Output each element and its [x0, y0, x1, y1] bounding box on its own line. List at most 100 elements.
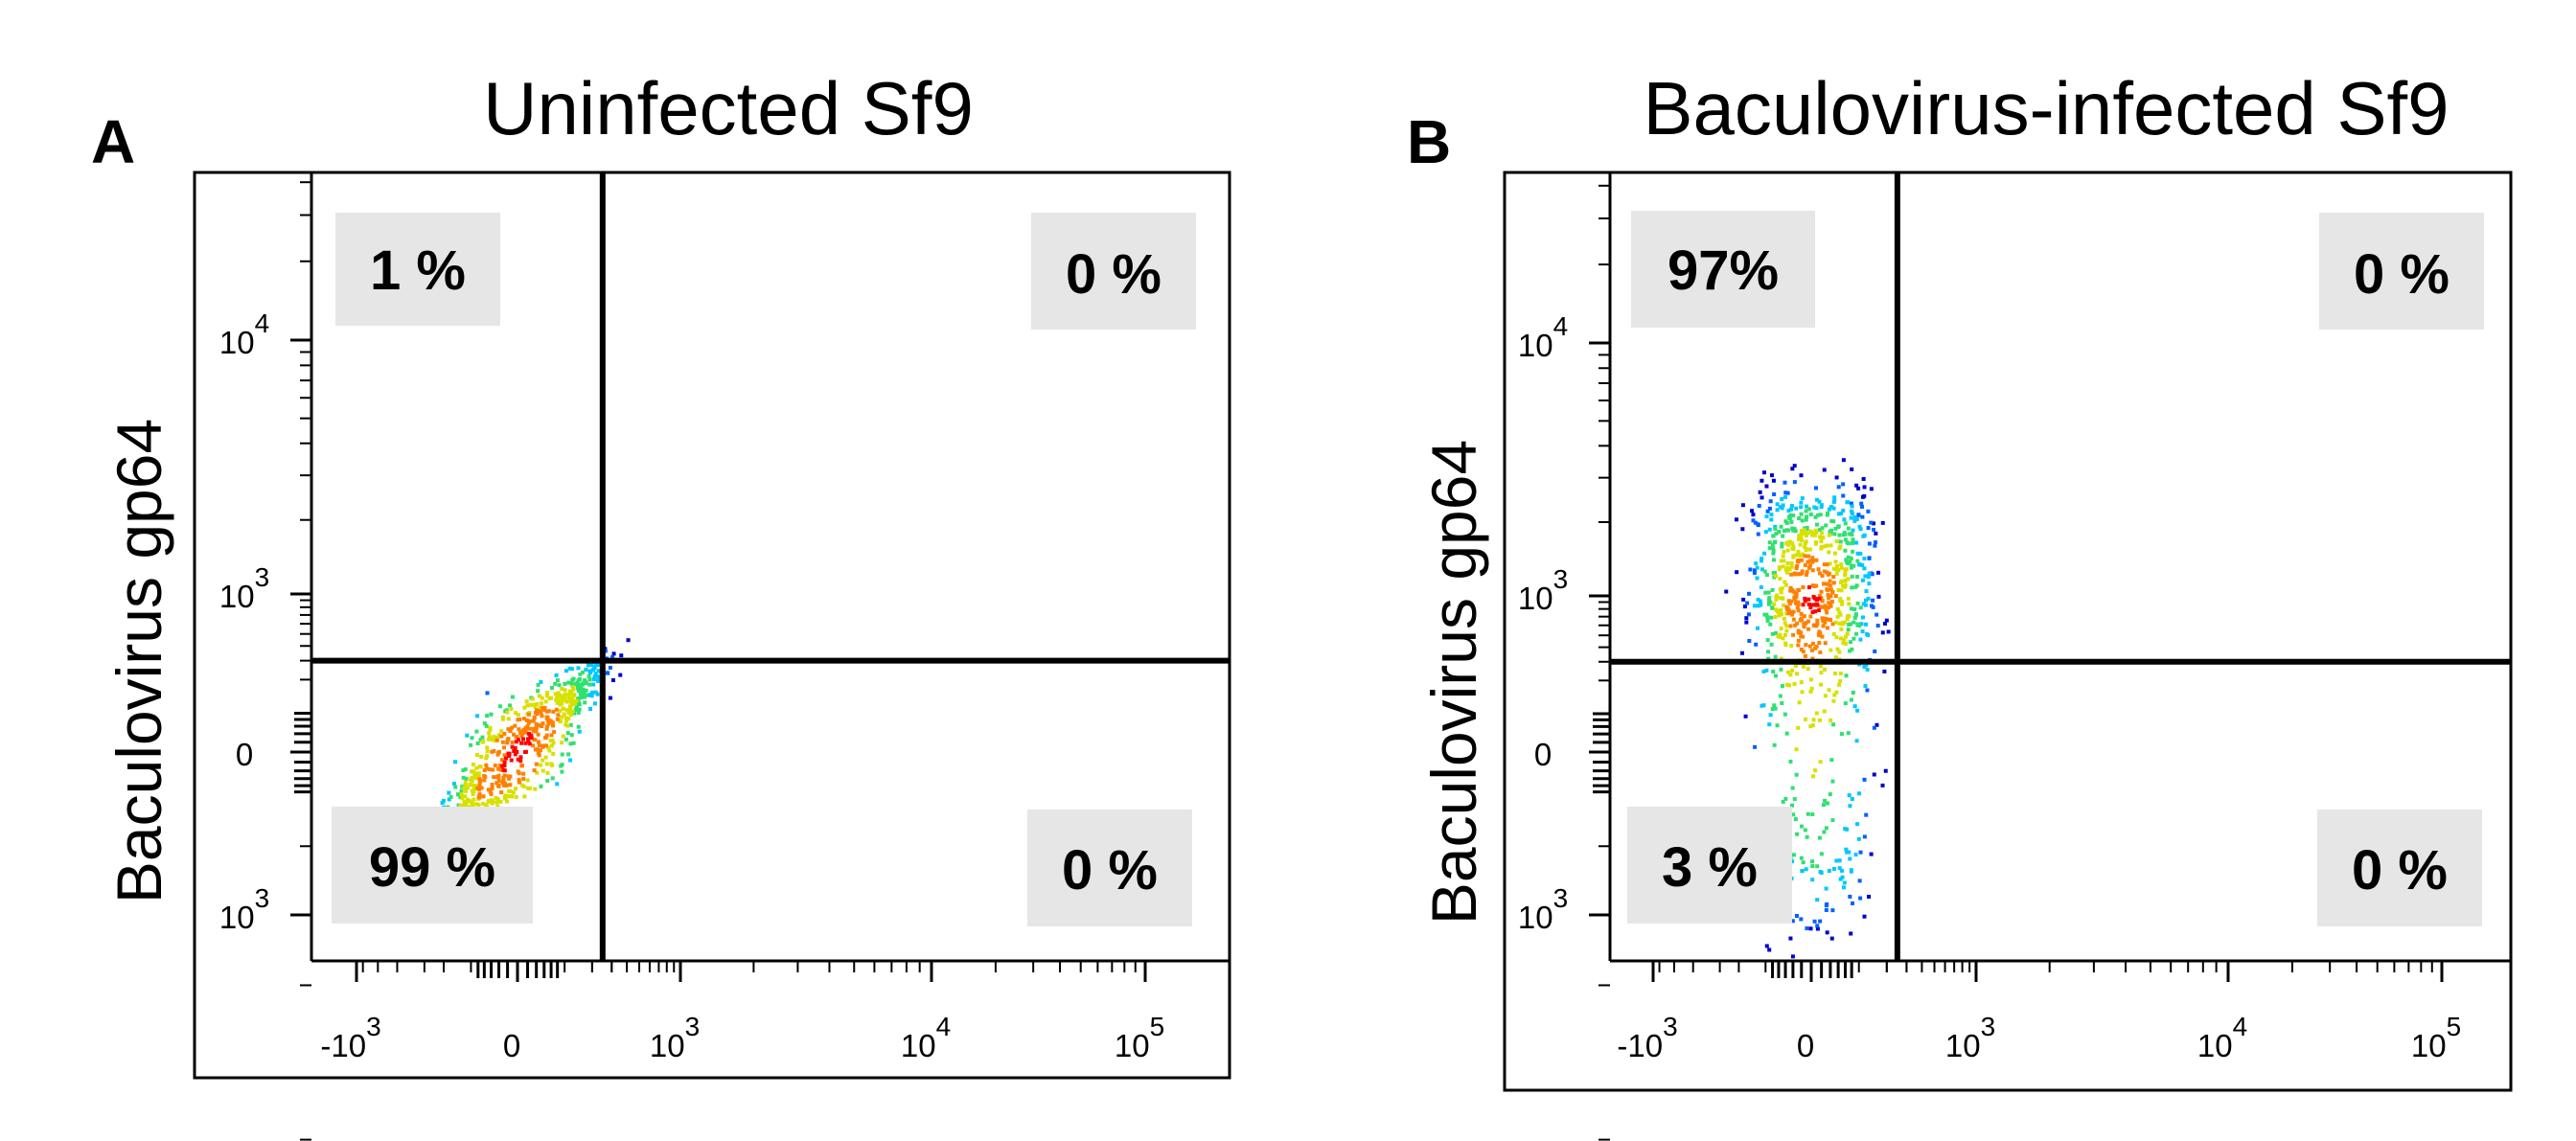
scatter-point — [518, 759, 523, 764]
scatter-point — [1794, 553, 1799, 558]
scatter-point — [1886, 629, 1891, 634]
scatter-point — [1808, 512, 1813, 516]
scatter-point — [1768, 622, 1773, 627]
scatter-point — [555, 700, 560, 705]
tick-exponent: 3 — [1553, 883, 1569, 913]
scatter-point — [1748, 567, 1753, 572]
scatter-point — [523, 730, 528, 735]
scatter-point — [1784, 611, 1789, 616]
scatter-point — [474, 753, 479, 758]
scatter-point — [1771, 549, 1776, 554]
scatter-point — [1817, 641, 1822, 646]
scatter-point — [1760, 495, 1764, 500]
scatter-point — [1757, 504, 1761, 509]
scatter-point — [561, 706, 565, 711]
scatter-point — [489, 791, 494, 796]
scatter-point — [1872, 527, 1876, 532]
scatter-point — [554, 673, 559, 677]
scatter-point — [1807, 547, 1812, 552]
scatter-point — [1852, 606, 1857, 611]
scatter-point — [1818, 869, 1823, 874]
scatter-point — [1773, 574, 1778, 579]
scatter-point — [1843, 548, 1848, 553]
scatter-point — [536, 732, 540, 737]
scatter-point — [1841, 583, 1846, 588]
scatter-point — [1792, 681, 1797, 686]
scatter-point — [1821, 582, 1826, 586]
scatter-point — [1847, 623, 1852, 628]
scatter-point — [1781, 636, 1785, 641]
scatter-point — [448, 794, 453, 799]
scatter-point — [1785, 605, 1790, 610]
scatter-point — [1805, 926, 1809, 931]
scatter-point — [1860, 615, 1865, 620]
scatter-point — [485, 754, 490, 759]
scatter-point — [1770, 587, 1775, 592]
scatter-point — [1837, 533, 1842, 537]
scatter-point — [1845, 617, 1850, 622]
scatter-point — [1825, 513, 1829, 517]
scatter-point — [1817, 629, 1822, 634]
scatter-point — [1839, 627, 1844, 631]
scatter-point — [1767, 546, 1772, 551]
scatter-point — [1808, 614, 1813, 619]
scatter-point — [1830, 818, 1835, 823]
scatter-point — [470, 736, 474, 741]
scatter-point — [1784, 520, 1789, 525]
scatter-point — [1843, 579, 1848, 583]
scatter-point — [1865, 667, 1870, 672]
scatter-point — [531, 719, 536, 723]
scatter-point — [1855, 822, 1860, 827]
scatter-point — [1791, 528, 1796, 533]
scatter-point — [1765, 509, 1770, 513]
scatter-point — [1762, 569, 1767, 574]
scatter-point — [1800, 690, 1805, 695]
scatter-point — [1851, 540, 1855, 545]
scatter-point — [1744, 616, 1749, 621]
scatter-point — [536, 689, 540, 694]
scatter-point — [1807, 559, 1812, 563]
scatter-point — [494, 738, 499, 742]
scatter-point — [1771, 546, 1776, 551]
scatter-point — [500, 764, 505, 768]
scatter-point — [564, 716, 568, 720]
scatter-point — [566, 680, 571, 685]
scatter-point — [525, 703, 530, 708]
scatter-point — [1735, 517, 1739, 522]
scatter-point — [1801, 585, 1806, 590]
scatter-point — [524, 699, 529, 704]
scatter-point — [463, 794, 468, 799]
scatter-point — [1780, 700, 1784, 705]
quadrant-label: 99 % — [369, 836, 495, 899]
scatter-point — [1817, 571, 1822, 576]
scatter-point — [1847, 602, 1852, 606]
tick-exponent: 3 — [255, 883, 270, 913]
scatter-point — [495, 752, 500, 757]
scatter-point — [1852, 518, 1857, 523]
scatter-point — [1797, 536, 1802, 541]
scatter-point — [487, 799, 492, 804]
scatter-point — [552, 730, 557, 735]
scatter-point — [1829, 518, 1834, 523]
scatter-point — [1810, 878, 1815, 882]
scatter-point — [1756, 597, 1760, 602]
scatter-point — [540, 714, 544, 719]
scatter-point — [462, 787, 467, 791]
scatter-point — [1840, 622, 1845, 627]
scatter-point — [1858, 850, 1863, 855]
scatter-point — [1855, 551, 1860, 556]
scatter-point — [1849, 515, 1853, 520]
scatter-point — [1804, 548, 1808, 553]
scatter-point — [1826, 592, 1830, 597]
scatter-point — [473, 776, 478, 781]
scatter-point — [1747, 638, 1752, 643]
scatter-point — [1818, 664, 1823, 669]
scatter-point — [521, 717, 526, 721]
scatter-point — [1812, 533, 1817, 537]
scatter-point — [464, 777, 469, 782]
scatter-point — [544, 694, 549, 698]
scatter-point — [1824, 607, 1828, 612]
scatter-point — [1819, 539, 1824, 544]
scatter-point — [1850, 511, 1854, 515]
scatter-point — [1799, 473, 1804, 478]
